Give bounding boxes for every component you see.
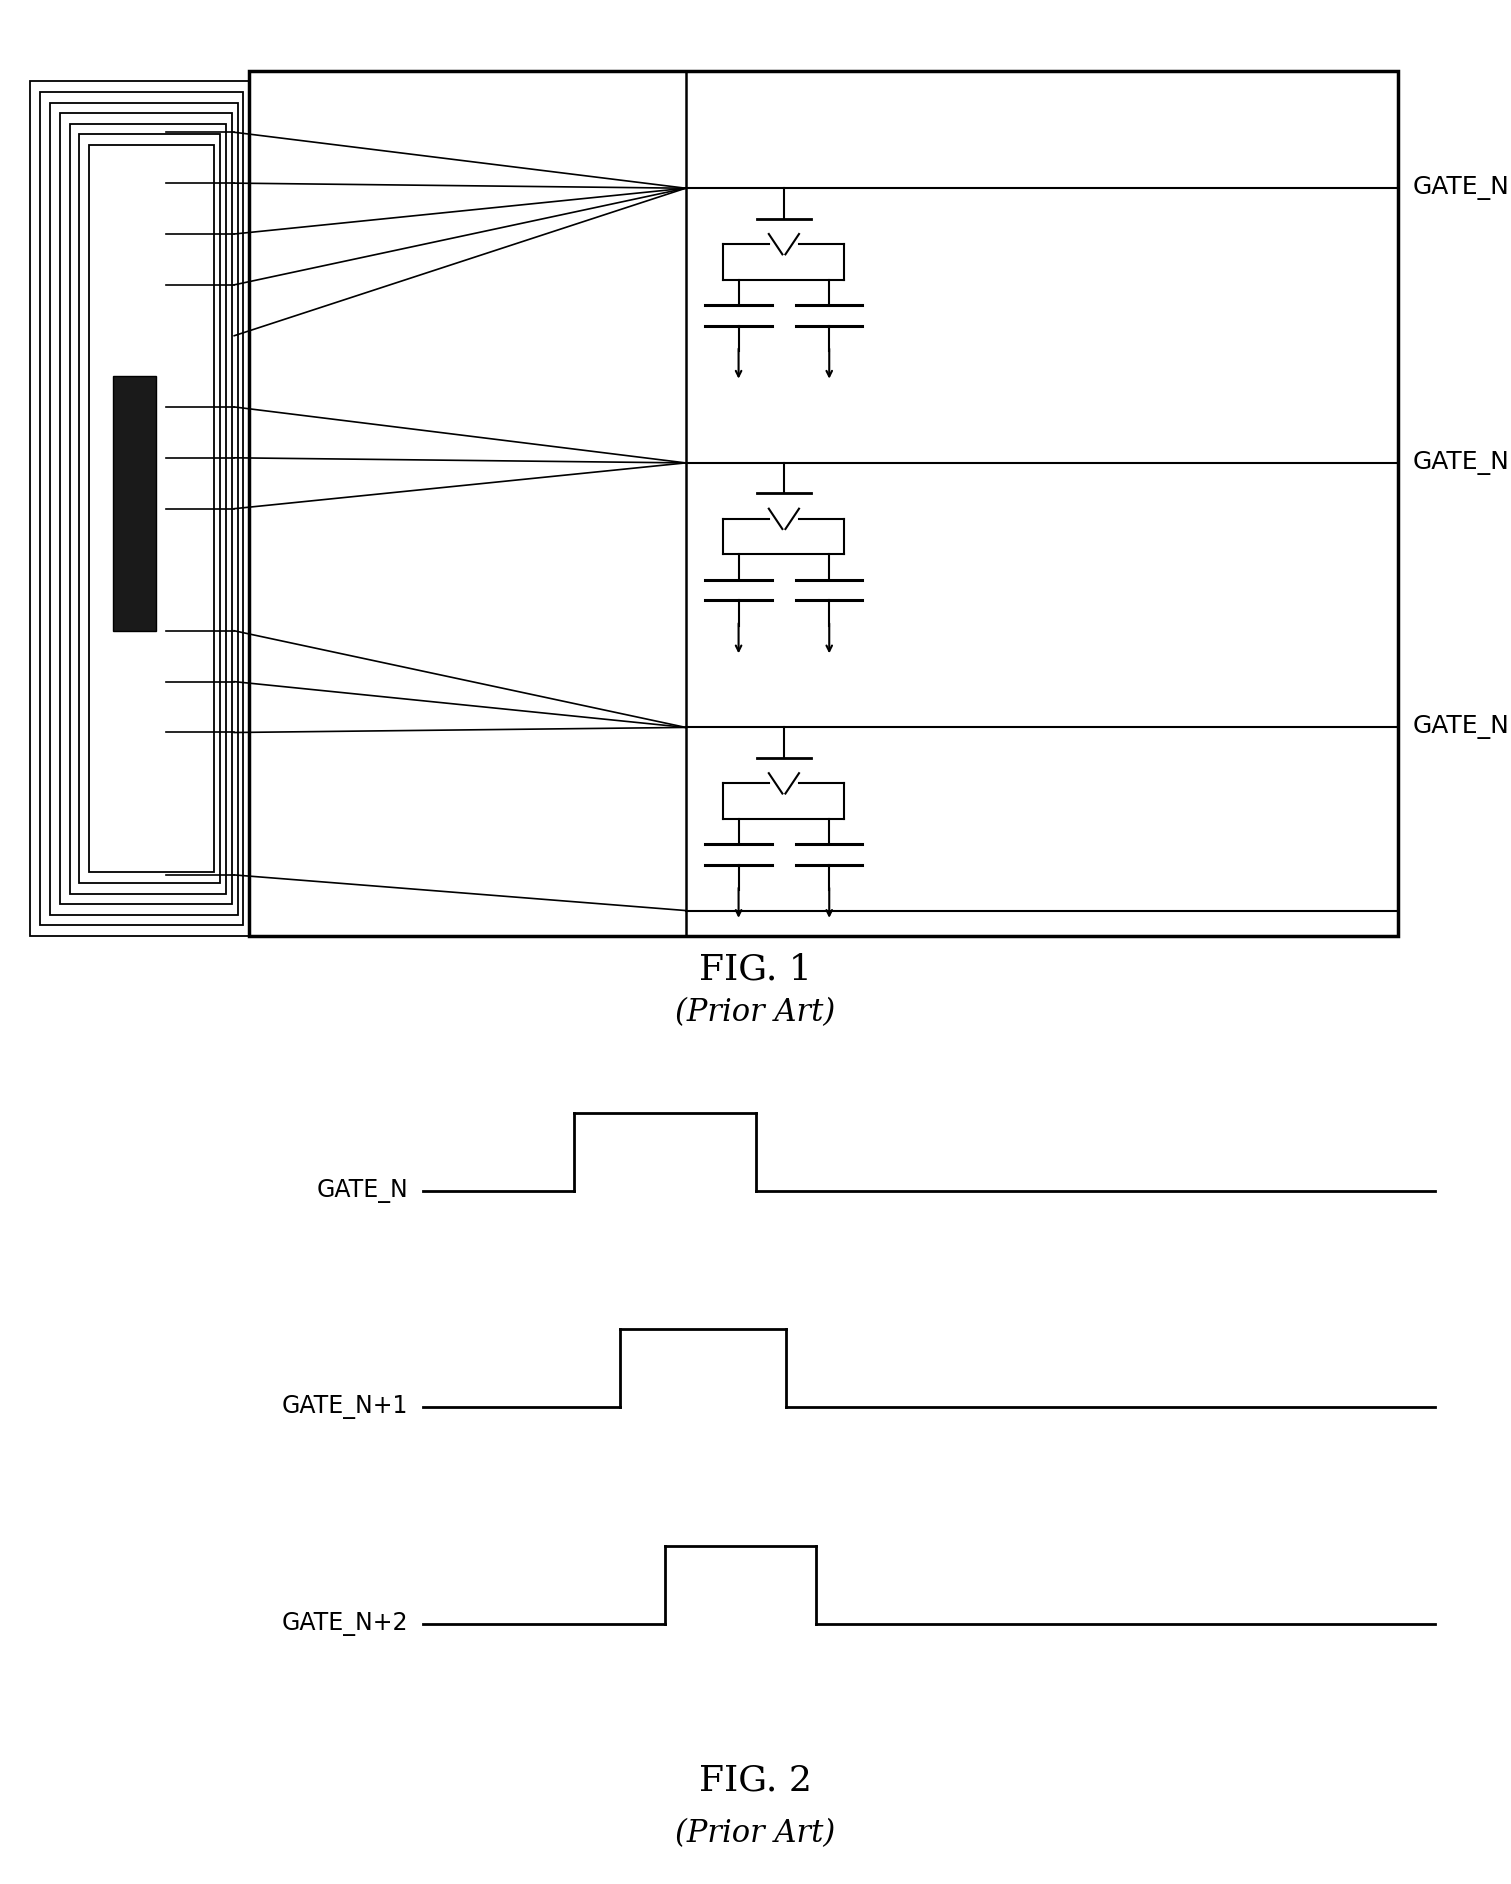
Bar <box>39 92 243 925</box>
Text: GATE_N+1: GATE_N+1 <box>1413 450 1511 475</box>
Text: GATE_N+2: GATE_N+2 <box>1413 716 1511 739</box>
Text: GATE_N+2: GATE_N+2 <box>281 1613 408 1635</box>
Bar <box>89 145 215 872</box>
Text: GATE_N: GATE_N <box>1413 177 1509 200</box>
Text: GATE_N+1: GATE_N+1 <box>281 1396 408 1419</box>
Bar <box>50 102 237 916</box>
Bar <box>70 124 225 893</box>
Text: (Prior Art): (Prior Art) <box>675 1818 836 1850</box>
Text: FIG. 1: FIG. 1 <box>700 953 811 987</box>
Bar <box>60 113 231 904</box>
Bar <box>249 72 1398 936</box>
Text: GATE_N: GATE_N <box>316 1179 408 1202</box>
Text: FIG. 2: FIG. 2 <box>700 1763 811 1797</box>
Bar <box>113 377 156 631</box>
Text: (Prior Art): (Prior Art) <box>675 997 836 1027</box>
Bar <box>30 81 249 936</box>
Bar <box>79 134 221 884</box>
